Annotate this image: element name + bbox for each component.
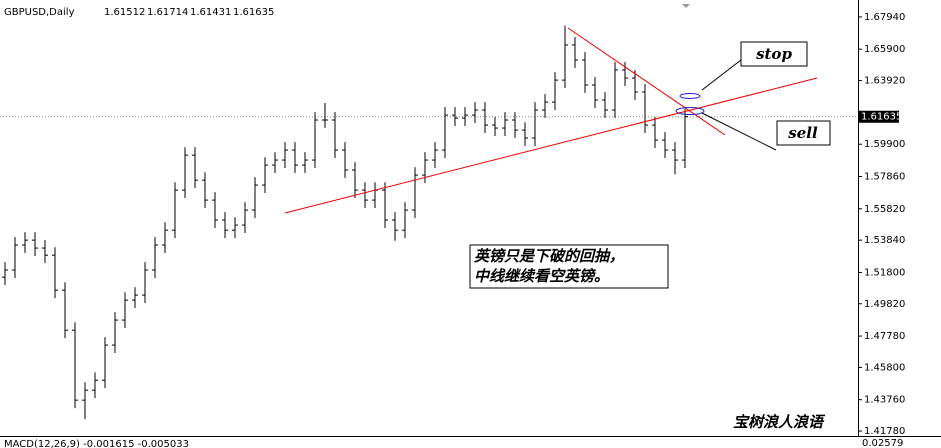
resistance-line xyxy=(567,27,726,136)
signature: 宝树浪人浪语 xyxy=(733,413,826,431)
plot xyxy=(0,25,858,420)
y-tick-label: 1.43760 xyxy=(864,395,905,406)
support-line xyxy=(284,77,818,214)
header-value: 1.61714 xyxy=(147,7,188,18)
current-price-box xyxy=(859,110,899,123)
y-tick-label: 1.55820 xyxy=(864,204,905,215)
header-value: 1.61635 xyxy=(233,7,274,18)
indicator-axis-label: 0.02579 xyxy=(862,438,903,448)
y-tick-label: 1.45800 xyxy=(864,362,905,373)
y-tick-label: 1.67940 xyxy=(864,12,905,23)
y-tick-label: 1.41780 xyxy=(864,426,905,437)
header-value: 1.61431 xyxy=(190,7,231,18)
y-tick-label: 1.57860 xyxy=(864,172,905,183)
stop-pointer xyxy=(701,59,742,91)
sell-marker xyxy=(675,107,705,115)
current-price-label: 1.61635 xyxy=(861,112,902,123)
y-tick-label: 1.59900 xyxy=(864,139,905,150)
y-tick-label: 1.51800 xyxy=(864,267,905,278)
comment-box xyxy=(469,244,669,289)
y-tick-label: 1.47780 xyxy=(864,331,905,342)
sell-box xyxy=(776,120,831,146)
y-tick-label: 1.53840 xyxy=(864,235,905,246)
y-tick-label: 1.49820 xyxy=(864,299,905,310)
y-tick-label: 1.65900 xyxy=(864,44,905,55)
stop-box xyxy=(740,41,808,67)
sell-pointer xyxy=(701,112,777,151)
shift-marker xyxy=(682,4,690,8)
chart-title: GBPUSD,Daily xyxy=(4,7,75,18)
sell-text: sell xyxy=(788,124,818,142)
indicator-label: MACD(12,26,9) -0.001615 -0.005033 xyxy=(4,439,189,448)
stop-text: stop xyxy=(756,45,792,63)
header-value: 1.61512 xyxy=(104,7,145,18)
y-tick-label: 1.63920 xyxy=(864,76,905,87)
header-values: 1.61512 1.61714 1.61431 1.61635 xyxy=(104,7,274,18)
stop-marker xyxy=(679,93,701,99)
comment-line: 中线继续看空英镑。 xyxy=(474,267,609,285)
comment-line: 英镑只是下破的回抽， xyxy=(473,247,624,265)
